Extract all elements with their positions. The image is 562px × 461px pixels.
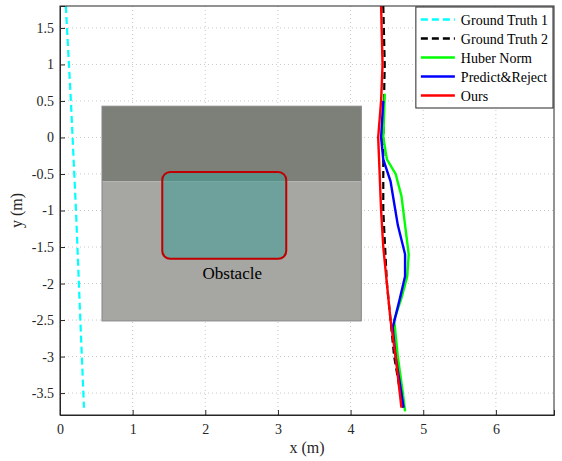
tick-mark [60,64,65,65]
tick-label: -0.5 [32,167,54,182]
x-axis-title: x (m) [289,439,324,457]
tick-label: 1 [130,422,137,437]
legend-label: Ours [461,89,488,104]
tick-label: -2.5 [32,313,54,328]
tick: 3 [275,410,282,437]
tick-label: 5 [420,422,427,437]
tick-mark [423,410,424,415]
tick: 0.5 [37,94,66,109]
tick-label: -1.5 [32,240,54,255]
tick-mark [60,101,65,102]
chart: 0 1 2 3 4 5 6 -3.5 -3 -2.5 -2 -1.5 -1 -0.5 0 0.5 1 1.5 Obs… [0,0,562,461]
tick: 1 [130,410,137,437]
tick-label: 0 [47,130,54,145]
tick: -3 [42,350,65,365]
obstacle-box [162,172,286,259]
grid [60,6,554,415]
tick: -0.5 [32,167,65,182]
tick-label: 0.5 [37,94,55,109]
tick-mark [60,247,65,248]
tick-mark [60,284,65,285]
tick-label: 3 [275,422,282,437]
tick: -2 [42,277,65,292]
plot-background [60,6,554,415]
y-axis-title: y (m) [8,193,26,228]
tick: -1 [42,203,65,218]
x-axis: 0 1 2 3 4 5 6 [57,410,555,437]
legend: Ground Truth 1 Ground Truth 2 Huber Norm Pr… [416,7,553,108]
tick: 6 [493,410,500,437]
legend-swatch [421,56,455,58]
tick-label: 0 [57,422,64,437]
tick: 5 [420,410,427,437]
legend-swatch [421,75,455,77]
tick-mark [278,410,279,415]
tick-label: 1.5 [37,21,55,36]
tick-mark [351,410,352,415]
legend-swatch [421,37,455,39]
tick: 1.5 [37,21,66,36]
tick-mark [205,410,206,415]
annotation: Obstacle [203,264,262,283]
plot-frame [60,6,554,415]
legend-label: Huber Norm [461,51,532,66]
legend-label: Ground Truth 1 [461,13,548,28]
tick: -1.5 [32,240,65,255]
grid-line-y [60,393,554,394]
tick: 2 [202,410,209,437]
tick: 4 [348,410,355,437]
tick-label: -1 [42,203,54,218]
obstacle-vehicle [162,172,286,259]
axis-line [61,7,66,416]
series-line [383,6,403,408]
tick-label: -3.5 [32,386,54,401]
grid-line-y [60,356,554,357]
tick-label: 4 [348,422,355,437]
tick-label: 1 [47,57,54,72]
y-axis: -3.5 -3 -2.5 -2 -1.5 -1 -0.5 0 0.5 1 1.5 [32,7,65,416]
tick-label: -2 [42,277,54,292]
tick-label: 2 [202,422,209,437]
series-lines [66,6,409,411]
legend-swatch [421,94,455,96]
inset-building [102,106,361,181]
plot: 0 1 2 3 4 5 6 -3.5 -3 -2.5 -2 -1.5 -1 -0.5 0 0.5 1 1.5 [32,6,555,437]
tick-mark [60,357,65,358]
tick-mark [133,410,134,415]
tick-label: 6 [493,422,500,437]
legend-box [416,7,553,108]
tick-label: -3 [42,350,54,365]
inset-border [102,106,361,321]
tick-mark [60,320,65,321]
tick: 1 [47,57,65,72]
legend-label: Ground Truth 2 [461,32,548,47]
tick-mark [60,137,65,138]
legend-label: Predict&Reject [461,70,547,85]
tick-mark [496,410,497,415]
tick: -2.5 [32,313,65,328]
tick-mark [60,211,65,212]
inset-photo [102,106,361,321]
series-line [66,6,84,408]
tick-mark [60,174,65,175]
tick-mark [60,393,65,394]
tick: 0 [47,130,65,145]
axis-line [61,410,555,416]
tick: -3.5 [32,386,65,401]
series-line [378,6,401,408]
legend-swatch [421,18,455,20]
tick-mark [60,28,65,29]
